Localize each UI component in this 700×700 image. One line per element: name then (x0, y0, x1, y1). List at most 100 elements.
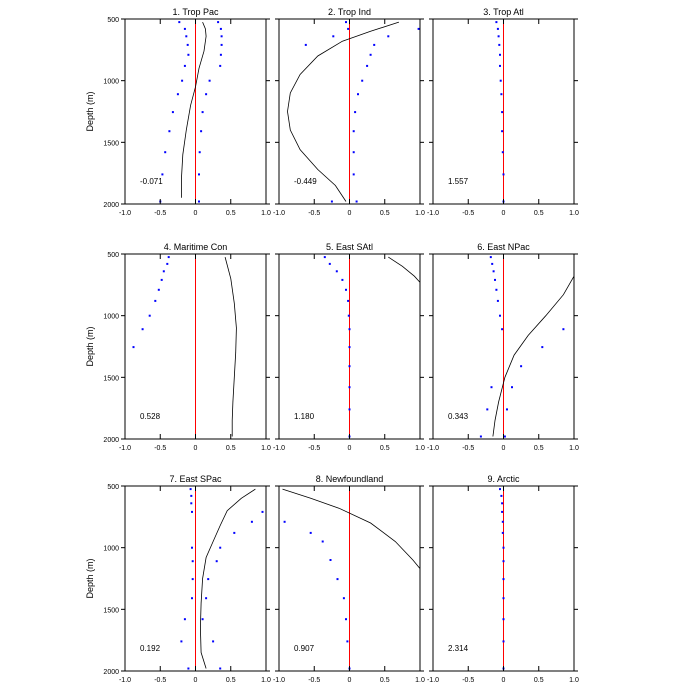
data-point (495, 21, 498, 24)
panel-value-label: 1.557 (448, 177, 469, 186)
x-tick-label: -1.0 (427, 210, 439, 217)
data-point (501, 510, 504, 513)
panel-7: 7. East SPac -1.0 -0.5 0 0.5 1.0 500 1000 1500 20… (85, 474, 271, 684)
data-point (176, 93, 179, 96)
data-point (347, 27, 350, 30)
data-point (335, 270, 338, 273)
data-point (479, 435, 482, 438)
panel-1: 1. Trop Pac -1.0 -0.5 0 0.5 1.0 500 1000 1500 200… (85, 7, 271, 217)
data-point (366, 64, 369, 67)
x-tick-label: -0.5 (462, 445, 474, 452)
data-point (499, 79, 502, 82)
data-point (345, 288, 347, 291)
data-point (332, 35, 335, 38)
x-tick-label: 0 (348, 210, 352, 217)
profile-line (224, 256, 237, 437)
data-point (148, 314, 151, 317)
x-tick-label: -1.0 (273, 677, 285, 684)
data-point (373, 43, 376, 46)
data-point (494, 278, 496, 281)
x-tick-label: -1.0 (273, 210, 285, 217)
data-point (342, 597, 345, 600)
x-tick-label: 0.5 (226, 677, 236, 684)
data-point (355, 200, 358, 203)
data-point (499, 64, 501, 67)
panel-title: 7. East SPac (169, 474, 222, 484)
y-tick-label: 500 (107, 17, 119, 24)
data-point (341, 278, 344, 281)
y-tick-label: 500 (107, 252, 119, 259)
data-point (369, 53, 372, 56)
data-point (189, 488, 192, 491)
panel-value-label: 0.907 (294, 644, 315, 653)
data-point (219, 53, 222, 56)
data-point (180, 640, 183, 643)
data-point (354, 111, 357, 114)
data-point (162, 270, 165, 273)
data-point (219, 546, 222, 549)
x-tick-label: -1.0 (273, 445, 285, 452)
x-tick-label: 0.5 (380, 210, 390, 217)
profile-line (287, 21, 400, 202)
y-axis-label: Depth (m) (85, 91, 95, 131)
x-tick-label: 0.5 (380, 445, 390, 452)
data-point (220, 43, 223, 46)
data-point (171, 111, 174, 114)
data-point (205, 597, 208, 600)
data-point (501, 130, 504, 133)
data-point (187, 53, 190, 56)
panel-6: 6. East NPac -1.0 -0.5 0 0.5 1.0 0.343 (427, 242, 579, 452)
data-point (486, 408, 489, 411)
data-point (168, 130, 171, 133)
data-point (309, 531, 312, 534)
data-point (198, 151, 201, 154)
panel-title: 5. East SAtl (326, 242, 373, 252)
panel-title: 6. East NPac (477, 242, 530, 252)
data-point (352, 130, 355, 133)
data-point (348, 328, 351, 331)
data-point (345, 618, 347, 621)
x-tick-label: -1.0 (427, 677, 439, 684)
data-point (201, 111, 204, 114)
data-point (511, 386, 513, 389)
y-axis-label: Depth (m) (85, 558, 95, 598)
data-point (198, 200, 200, 203)
data-point (198, 173, 200, 176)
y-tick-label: 500 (107, 484, 119, 491)
data-point (250, 520, 253, 523)
data-point (502, 597, 505, 600)
y-tick-label: 2000 (103, 669, 119, 676)
data-point (191, 560, 194, 563)
data-point (201, 618, 204, 621)
x-tick-label: -0.5 (462, 210, 474, 217)
data-point (361, 79, 364, 82)
data-point (219, 27, 222, 30)
panel-value-label: 2.314 (448, 644, 469, 653)
data-point (387, 35, 390, 38)
data-point (490, 386, 493, 389)
x-tick-label: -1.0 (119, 210, 131, 217)
x-tick-label: 0 (194, 445, 198, 452)
data-point (502, 546, 505, 549)
data-point (157, 288, 160, 291)
data-point (352, 151, 355, 154)
data-point (183, 64, 186, 67)
data-point (347, 299, 350, 302)
y-tick-label: 1500 (103, 375, 119, 382)
data-point (348, 346, 351, 349)
data-point (212, 640, 215, 643)
x-tick-label: 0 (502, 210, 506, 217)
x-tick-label: -0.5 (154, 210, 166, 217)
panel-5: 5. East SAtl -1.0 -0.5 0 0.5 1.0 1.180 (273, 242, 425, 452)
panel-value-label: 0.528 (140, 412, 161, 421)
data-point (501, 328, 504, 331)
data-point (330, 200, 333, 203)
data-point (219, 64, 222, 67)
profile-line (492, 276, 575, 437)
panel-value-label: -0.071 (140, 177, 163, 186)
y-tick-label: 1000 (103, 314, 119, 321)
data-point (186, 43, 189, 46)
data-point (220, 35, 223, 38)
data-point (283, 520, 286, 523)
data-point (357, 93, 359, 96)
